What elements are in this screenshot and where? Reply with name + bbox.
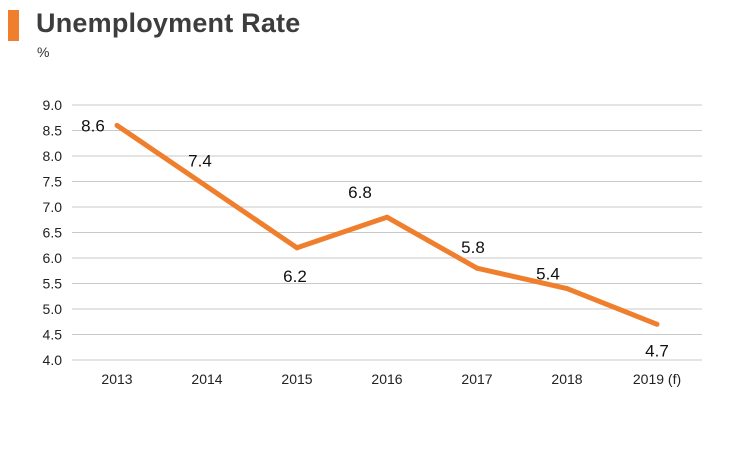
x-tick-label: 2018 (551, 371, 582, 387)
y-tick-label: 5.5 (43, 276, 63, 292)
y-tick-label: 6.5 (43, 225, 63, 241)
chart-title: Unemployment Rate (36, 8, 301, 38)
title-accent-bar (8, 10, 19, 41)
y-tick-label: 4.0 (43, 352, 63, 368)
unit-label: % (37, 44, 50, 60)
y-tick-label: 7.5 (43, 174, 63, 190)
x-tick-label: 2016 (371, 371, 402, 387)
x-tick-label: 2017 (461, 371, 492, 387)
y-tick-label: 8.0 (43, 148, 63, 164)
y-tick-label: 7.0 (43, 199, 63, 215)
x-tick-label: 2014 (191, 371, 222, 387)
data-point (204, 184, 210, 190)
data-point (114, 122, 120, 128)
data-label: 5.8 (461, 238, 485, 257)
y-tick-label: 9.0 (43, 97, 63, 113)
data-label: 7.4 (188, 152, 212, 171)
data-point (384, 214, 390, 220)
x-tick-label: 2015 (281, 371, 312, 387)
data-label: 6.8 (348, 183, 372, 202)
y-tick-label: 6.0 (43, 250, 63, 266)
data-label: 4.7 (645, 341, 669, 360)
data-point (654, 321, 660, 327)
data-label: 5.4 (536, 265, 560, 284)
x-tick-label: 2013 (101, 371, 132, 387)
y-tick-label: 8.5 (43, 123, 63, 139)
y-tick-label: 4.5 (43, 327, 63, 343)
data-point (474, 265, 480, 271)
y-tick-label: 5.0 (43, 301, 63, 317)
x-tick-label: 2019 (f) (633, 371, 681, 387)
data-point (564, 286, 570, 292)
data-point (294, 245, 300, 251)
data-label: 6.2 (283, 267, 307, 286)
data-label: 8.6 (81, 116, 105, 135)
